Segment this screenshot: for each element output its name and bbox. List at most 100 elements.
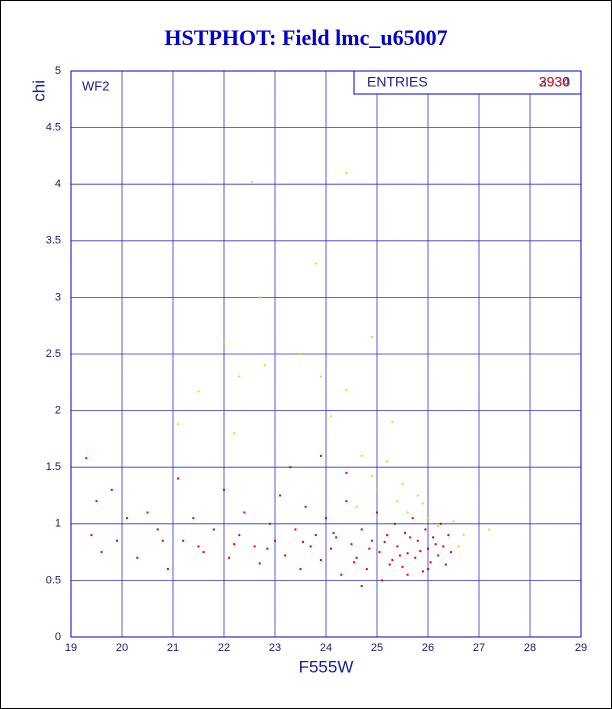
point	[396, 500, 399, 503]
point	[345, 471, 348, 474]
point	[376, 488, 378, 491]
point	[253, 545, 256, 548]
point	[353, 561, 356, 564]
point	[401, 565, 404, 568]
point	[345, 171, 348, 174]
point	[421, 502, 424, 505]
point	[330, 415, 333, 418]
point	[197, 545, 200, 548]
point	[289, 466, 292, 469]
point	[299, 353, 302, 355]
point	[330, 547, 333, 550]
point	[427, 517, 429, 520]
point	[223, 488, 225, 491]
point	[233, 543, 236, 546]
x-tick-label: 27	[473, 642, 485, 654]
point	[177, 423, 180, 426]
x-tick-label: 21	[167, 642, 179, 654]
point	[429, 561, 432, 564]
point	[115, 539, 118, 542]
point	[251, 180, 254, 183]
point	[416, 494, 419, 497]
point	[370, 539, 373, 542]
x-tick-label: 22	[218, 642, 230, 654]
point	[355, 505, 358, 508]
point	[432, 536, 435, 539]
point	[462, 534, 465, 537]
y-tick-label: 4	[55, 178, 61, 190]
x-tick-label: 29	[575, 642, 587, 654]
point	[182, 539, 185, 542]
stats-label: ENTRIES	[367, 74, 428, 90]
point	[378, 551, 381, 554]
panel-label: WF2	[82, 78, 109, 93]
point	[421, 570, 424, 573]
point	[360, 528, 363, 531]
point	[444, 563, 447, 566]
x-tick-label: 20	[116, 642, 128, 654]
point	[376, 511, 378, 514]
point	[398, 554, 401, 557]
x-axis-label: F555W	[299, 657, 354, 676]
point	[258, 296, 261, 299]
point	[274, 539, 276, 542]
y-tick-label: 3.5	[46, 235, 61, 247]
chart-title: HSTPHOT: Field lmc_u65007	[164, 25, 447, 50]
point	[424, 528, 427, 531]
point	[100, 551, 103, 554]
point	[416, 539, 419, 542]
y-tick-label: 5	[55, 65, 61, 77]
y-axis-label: chi	[29, 80, 48, 102]
point	[266, 547, 269, 550]
point	[360, 454, 363, 457]
point	[177, 477, 180, 480]
point	[279, 494, 282, 497]
point	[404, 531, 407, 534]
point	[345, 500, 348, 503]
point	[309, 545, 312, 548]
point	[383, 540, 386, 543]
point	[419, 549, 422, 552]
x-tick-label: 26	[422, 642, 434, 654]
point	[294, 528, 297, 531]
stats-value: 2934	[539, 74, 570, 90]
point	[335, 536, 338, 539]
point	[146, 511, 149, 514]
point	[391, 559, 394, 562]
point	[414, 556, 417, 559]
point	[212, 528, 215, 531]
point	[233, 432, 236, 435]
point	[437, 554, 440, 557]
point	[386, 534, 389, 537]
y-tick-label: 2	[55, 405, 61, 417]
point	[304, 505, 307, 508]
x-tick-label: 24	[320, 642, 332, 654]
point	[427, 568, 429, 571]
point	[427, 547, 429, 550]
point	[406, 511, 409, 514]
y-tick-label: 4.5	[46, 122, 61, 134]
point	[411, 517, 414, 520]
point	[365, 568, 368, 571]
y-tick-label: 3	[55, 291, 61, 303]
point	[332, 531, 335, 534]
point	[370, 336, 373, 339]
point	[197, 390, 200, 393]
point	[439, 522, 442, 525]
y-tick-label: 0.5	[46, 574, 61, 586]
point	[243, 511, 246, 514]
point	[314, 262, 317, 265]
point	[409, 536, 412, 539]
point	[299, 568, 302, 571]
point	[284, 554, 287, 557]
point	[355, 556, 358, 559]
x-tick-label: 19	[65, 642, 77, 654]
point	[391, 420, 394, 423]
point	[386, 460, 389, 463]
point	[360, 585, 363, 588]
point	[302, 540, 305, 543]
point	[319, 559, 322, 562]
point	[401, 483, 404, 486]
point	[228, 556, 231, 559]
